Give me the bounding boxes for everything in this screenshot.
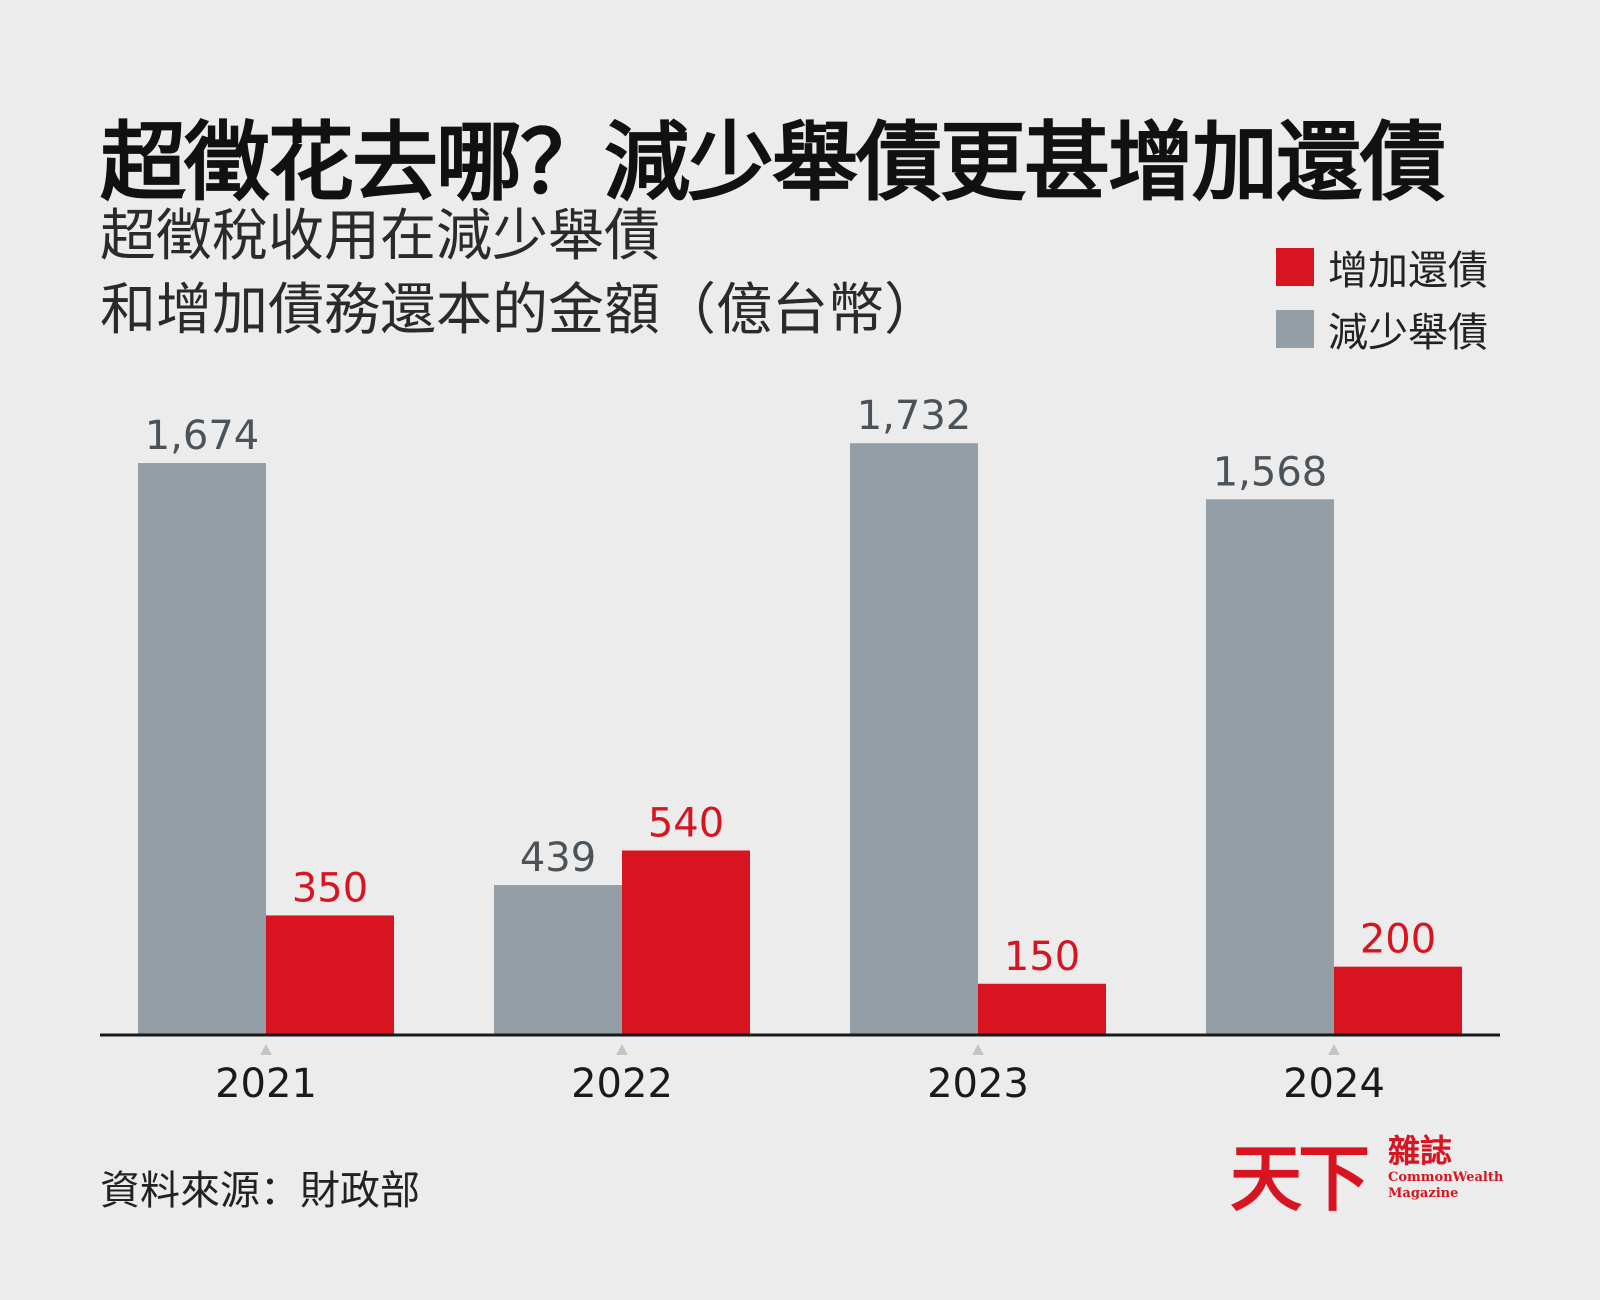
source-note: 資料來源：財政部	[100, 1168, 420, 1214]
legend-swatch-repay	[1276, 248, 1314, 286]
logo-en-line-1: CommonWealth	[1388, 1170, 1504, 1185]
tick-marker-2023	[972, 1044, 984, 1055]
x-tick-label-2023: 2023	[927, 1061, 1029, 1107]
data-label-repay-2022: 540	[648, 801, 724, 847]
legend-item-borrow: 減少舉債	[1276, 298, 1488, 360]
bar-borrow-2022	[494, 885, 622, 1035]
data-label-borrow-2021: 1,674	[145, 413, 260, 459]
legend-label-repay: 增加還債	[1328, 248, 1488, 294]
subtitle-line-2: 和增加債務還本的金額（億台幣）	[100, 278, 940, 343]
logo-mark: 天下	[1230, 1136, 1370, 1221]
subtitle-line-1: 超徵稅收用在減少舉債	[100, 204, 660, 269]
data-label-borrow-2023: 1,732	[857, 393, 972, 439]
tick-marker-2024	[1328, 1044, 1340, 1055]
tick-marker-2022	[616, 1044, 628, 1055]
chart-title: 超徵花去哪？減少舉債更甚增加還債	[100, 113, 1446, 213]
bar-borrow-2021	[138, 463, 266, 1035]
bar-borrow-2024	[1206, 499, 1334, 1035]
legend: 增加還債 減少舉債	[1276, 236, 1488, 360]
bar-repay-2022	[622, 850, 750, 1035]
legend-item-repay: 增加還債	[1276, 236, 1488, 298]
data-label-repay-2023: 150	[1004, 934, 1080, 980]
x-tick-label-2022: 2022	[571, 1061, 673, 1107]
data-label-repay-2024: 200	[1360, 917, 1436, 963]
bar-repay-2024	[1334, 966, 1462, 1035]
x-tick-label-2024: 2024	[1283, 1061, 1385, 1107]
legend-label-borrow: 減少舉債	[1328, 310, 1488, 356]
data-label-borrow-2024: 1,568	[1213, 449, 1328, 495]
data-label-repay-2021: 350	[292, 865, 368, 911]
bar-repay-2021	[266, 915, 394, 1035]
chart-subtitle: 超徵稅收用在減少舉債 和增加債務還本的金額（億台幣）	[100, 200, 940, 348]
logo-cn-text: 雜誌	[1388, 1132, 1453, 1170]
legend-swatch-borrow	[1276, 310, 1314, 348]
x-tick-label-2021: 2021	[215, 1061, 317, 1107]
logo-en-line-2: Magazine	[1388, 1186, 1459, 1201]
data-label-borrow-2022: 439	[520, 835, 596, 881]
logo-en-text: CommonWealth Magazine	[1388, 1170, 1503, 1202]
bar-borrow-2023	[850, 443, 978, 1035]
bar-repay-2023	[978, 983, 1106, 1035]
tick-marker-2021	[260, 1044, 272, 1055]
commonwealth-logo: 天下 雜誌 CommonWealth Magazine	[1230, 1120, 1503, 1221]
